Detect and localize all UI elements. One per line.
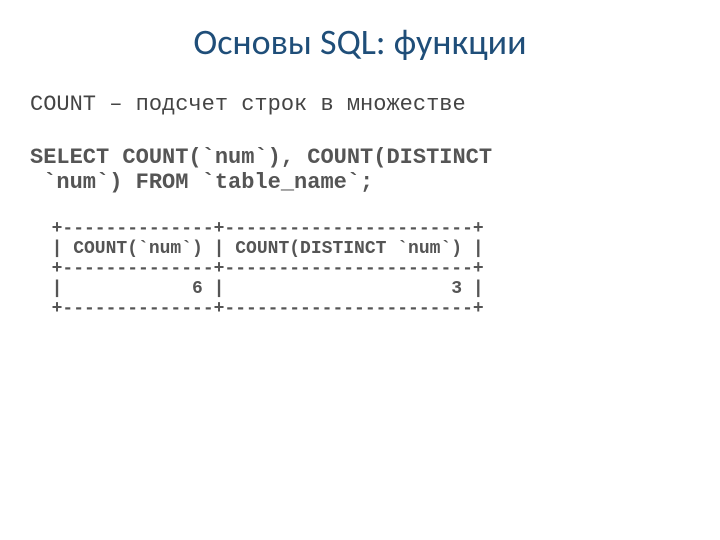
sql-query: SELECT COUNT(`num`), COUNT(DISTINCT `num… bbox=[30, 145, 690, 195]
query-line-1: SELECT COUNT(`num`), COUNT(DISTINCT bbox=[30, 145, 492, 170]
slide: Основы SQL: функции COUNT – подсчет стро… bbox=[0, 0, 720, 540]
table-border-top: +--------------+-----------------------+ bbox=[30, 219, 484, 239]
slide-title: Основы SQL: функции bbox=[30, 20, 690, 64]
table-data-row: | 6 | 3 | bbox=[30, 279, 484, 299]
description-text: COUNT – подсчет строк в множестве bbox=[30, 92, 690, 117]
query-line-2: `num`) FROM `table_name`; bbox=[30, 170, 373, 195]
result-table: +--------------+-----------------------+… bbox=[30, 219, 690, 319]
table-header-row: | COUNT(`num`) | COUNT(DISTINCT `num`) | bbox=[30, 239, 484, 259]
table-border-mid: +--------------+-----------------------+ bbox=[30, 259, 484, 279]
table-border-bottom: +--------------+-----------------------+ bbox=[30, 299, 484, 319]
